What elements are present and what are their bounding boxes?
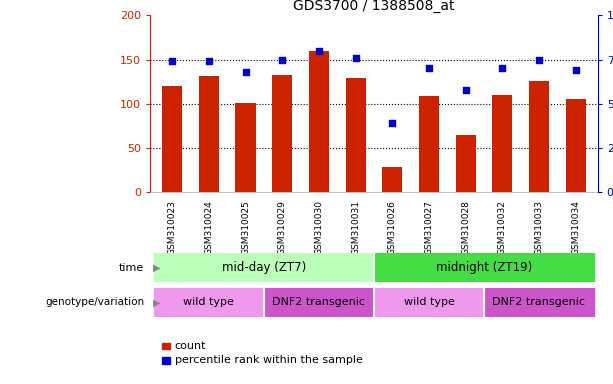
Point: [534, 56, 544, 63]
Point: [424, 65, 434, 71]
Text: count: count: [175, 341, 206, 351]
Bar: [199, 76, 219, 192]
Text: percentile rank within the sample: percentile rank within the sample: [175, 356, 362, 366]
Text: GSM310034: GSM310034: [571, 200, 580, 255]
Text: GSM310031: GSM310031: [351, 200, 360, 255]
Point: [497, 65, 507, 71]
Bar: [492, 95, 512, 192]
Bar: [272, 75, 292, 192]
Point: [571, 67, 581, 73]
Bar: [484, 288, 594, 317]
Bar: [529, 81, 549, 192]
Text: ▶: ▶: [153, 297, 161, 308]
Text: mid-day (ZT7): mid-day (ZT7): [222, 262, 306, 274]
Point: [314, 48, 324, 54]
Bar: [154, 288, 264, 317]
Text: GSM310026: GSM310026: [388, 200, 397, 255]
Text: GSM310033: GSM310033: [535, 200, 544, 255]
Point: [204, 58, 214, 65]
Text: DNF2 transgenic: DNF2 transgenic: [492, 297, 585, 308]
Text: time: time: [119, 263, 144, 273]
Text: wild type: wild type: [403, 297, 454, 308]
Point: [351, 55, 360, 61]
Bar: [566, 99, 586, 192]
Text: DNF2 transgenic: DNF2 transgenic: [272, 297, 365, 308]
Text: wild type: wild type: [183, 297, 234, 308]
Text: GSM310024: GSM310024: [204, 200, 213, 255]
Bar: [419, 96, 439, 192]
Point: [461, 86, 471, 93]
Text: GSM310028: GSM310028: [461, 200, 470, 255]
Text: GSM310032: GSM310032: [498, 200, 507, 255]
Text: GSM310023: GSM310023: [168, 200, 177, 255]
Bar: [264, 288, 374, 317]
Bar: [346, 78, 366, 192]
Bar: [309, 51, 329, 192]
Text: ▶: ▶: [153, 263, 161, 273]
Point: [277, 56, 287, 63]
Title: GDS3700 / 1388508_at: GDS3700 / 1388508_at: [293, 0, 455, 13]
Point: [241, 69, 251, 75]
Bar: [374, 253, 594, 282]
Text: GSM310025: GSM310025: [241, 200, 250, 255]
Point: [387, 120, 397, 126]
Text: GSM310027: GSM310027: [424, 200, 433, 255]
Bar: [455, 136, 476, 192]
Text: genotype/variation: genotype/variation: [45, 297, 144, 308]
Bar: [374, 288, 484, 317]
Text: GSM310029: GSM310029: [278, 200, 287, 255]
Bar: [235, 103, 256, 192]
Text: midnight (ZT19): midnight (ZT19): [436, 262, 532, 274]
Bar: [382, 167, 402, 192]
Bar: [162, 86, 182, 192]
Text: GSM310030: GSM310030: [314, 200, 324, 255]
Bar: [154, 253, 374, 282]
Point: [167, 58, 177, 65]
